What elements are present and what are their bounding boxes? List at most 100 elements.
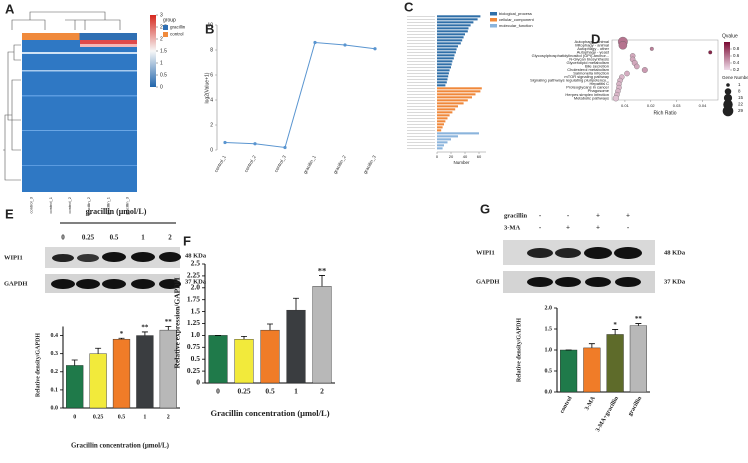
size-label: 48 KDa <box>185 252 207 259</box>
bar <box>437 117 448 120</box>
point <box>641 67 648 73</box>
sign: + <box>566 224 570 232</box>
bar <box>437 84 446 87</box>
bar <box>437 90 481 93</box>
bar <box>437 48 457 51</box>
bar <box>437 30 468 33</box>
bar <box>437 15 481 18</box>
bar <box>437 33 465 36</box>
bar <box>437 42 461 45</box>
bar <box>437 114 450 117</box>
bar <box>583 347 601 393</box>
lane-label: 1 <box>141 234 145 242</box>
bar <box>437 21 474 24</box>
bar <box>437 141 448 144</box>
x-tick-label: 0.25 <box>93 414 104 420</box>
colorbar-tick-label: 1.5 <box>160 48 167 54</box>
x-axis-label: Number <box>453 160 470 165</box>
bar <box>437 72 449 75</box>
y-tick-label: Herpes simplex infection <box>565 92 609 97</box>
bar <box>437 138 451 141</box>
bar <box>260 329 280 384</box>
bar <box>437 126 443 129</box>
row-label: WIPI1 <box>4 254 23 261</box>
lane-label: 0.25 <box>82 234 95 242</box>
point <box>313 40 317 45</box>
y-tick-label: 2.5 <box>191 259 201 268</box>
error-bar <box>241 335 247 340</box>
y-tick-label: 0.5 <box>191 354 201 363</box>
y-tick-label: 10 <box>207 22 213 28</box>
colorbar-tick-label: 0.6 <box>733 53 740 58</box>
legend-label: molecular_function <box>499 23 533 28</box>
colorbar-tick-label: 3 <box>160 12 163 18</box>
point <box>649 46 654 51</box>
legend-label: 29 <box>738 108 744 113</box>
error-bar <box>293 297 299 311</box>
y-tick-label: 4 <box>210 97 213 103</box>
bar <box>208 335 228 384</box>
legend-swatch <box>490 24 497 28</box>
y-tick-label: 1.0 <box>191 330 201 339</box>
colorbar <box>724 42 730 70</box>
colorbar-tick-label: 0.2 <box>733 67 740 72</box>
x-tick-label: 0.5 <box>118 414 126 420</box>
y-tick-label: Autophagy - other <box>577 46 609 51</box>
column-label: gracillin_3 <box>124 196 129 215</box>
sign: - <box>539 224 542 232</box>
panel-label: F <box>183 233 191 248</box>
legend-swatch <box>163 32 168 37</box>
y-tick-label: Salmonella infection <box>573 71 609 76</box>
lane-label: 0.5 <box>110 234 119 242</box>
error-bar <box>71 359 78 366</box>
bar <box>112 338 131 409</box>
x-tick-label: 0.04 <box>699 103 708 108</box>
bar <box>437 120 446 123</box>
significance: ** <box>141 324 149 332</box>
y-tick-label: Hepatitis C <box>589 81 609 86</box>
error-bar <box>267 323 273 331</box>
plot-frame <box>611 39 719 101</box>
x-tick-label: 0.25 <box>237 387 250 396</box>
y-tick-label: 2.0 <box>191 283 201 292</box>
panel-label: A <box>5 1 15 16</box>
bar <box>136 335 154 409</box>
y-tick-label: Phagosome <box>588 88 610 93</box>
bar <box>437 108 456 111</box>
y-tick-label: Autophagy - yeast <box>577 49 610 54</box>
condition-label: gracillin <box>504 212 527 219</box>
bar <box>437 129 442 132</box>
legend-title: Gene Number <box>722 75 748 80</box>
point <box>283 145 287 150</box>
legend-marker <box>723 93 733 103</box>
y-tick-label: Cholesterol metabolism <box>567 67 609 72</box>
bar <box>89 353 107 409</box>
row-label: GAPDH <box>476 278 499 285</box>
y-tick-label: mTOR signaling pathway <box>564 74 609 79</box>
bar <box>437 111 453 114</box>
x-axis-label: Gracillin concentration (μmol/L) <box>71 442 170 450</box>
x-tick-label: 0 <box>436 154 439 159</box>
x-tick-label: 2 <box>167 414 170 420</box>
y-tick-label: 1.0 <box>545 347 553 353</box>
error-bar <box>118 337 125 340</box>
bar <box>437 45 458 48</box>
bar <box>437 27 469 30</box>
point <box>223 140 227 145</box>
y-tick-label: 0.3 <box>51 351 59 357</box>
size-label: 37 KDa <box>664 278 686 285</box>
x-tick-label: 1 <box>294 387 298 396</box>
legend-label: 15 <box>738 95 744 100</box>
condition-label: 3-MA <box>504 224 521 231</box>
point <box>343 43 347 47</box>
legend-label: biological_process <box>499 11 532 16</box>
panel-label: E <box>5 206 14 221</box>
y-tick-label: Metabolic pathways <box>574 95 609 100</box>
western-blot <box>503 240 655 293</box>
column-label: control_3 <box>29 196 34 213</box>
bar <box>606 334 624 393</box>
legend-label: 22 <box>738 102 744 107</box>
y-tick-label: 0 <box>210 147 213 153</box>
bar <box>234 339 254 384</box>
point <box>612 95 619 102</box>
